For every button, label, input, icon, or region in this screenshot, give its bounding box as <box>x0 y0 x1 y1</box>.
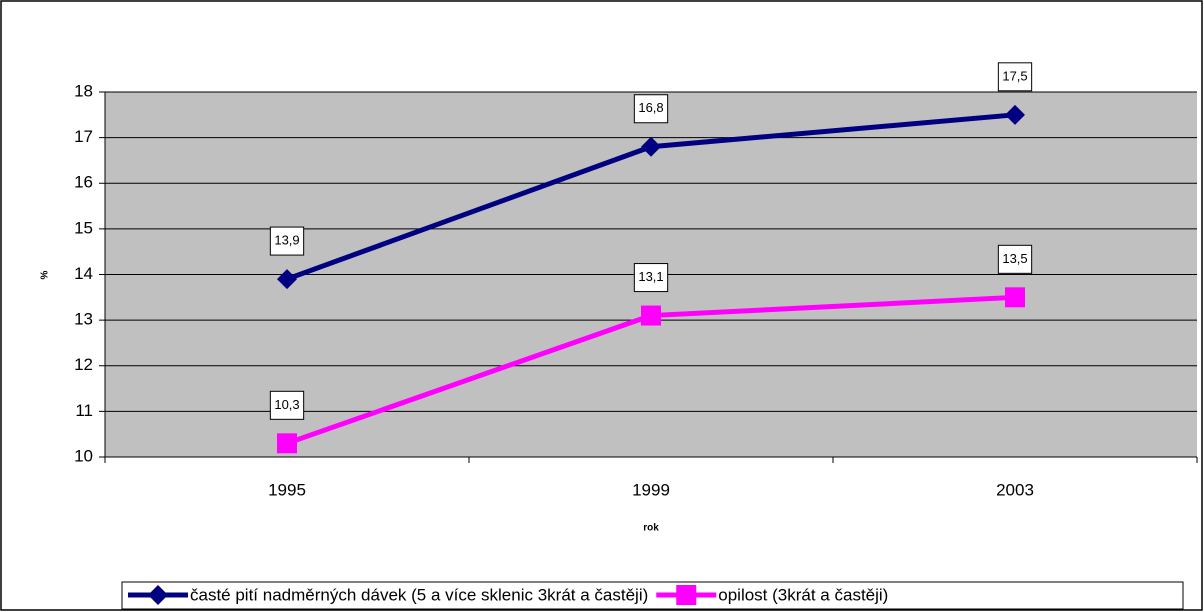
marker <box>1005 104 1025 125</box>
data-label-box <box>997 244 1033 274</box>
y-tick-label: 10 <box>74 446 93 465</box>
data-label-box <box>633 263 669 293</box>
marker <box>277 433 297 454</box>
data-label-box <box>633 94 669 124</box>
x-tick-label: 2003 <box>996 480 1034 499</box>
marker <box>676 585 697 605</box>
y-tick-label: 14 <box>74 264 93 283</box>
data-label-box <box>997 62 1033 92</box>
data-label: 17,5 <box>1002 68 1027 83</box>
y-tick-label: 12 <box>74 355 93 374</box>
y-tick-label: 13 <box>74 310 93 329</box>
y-tick-label: 18 <box>74 81 93 100</box>
data-label-box <box>269 226 305 256</box>
marker <box>641 305 661 326</box>
data-label: 13,1 <box>638 269 663 284</box>
legend-label: opilost (3krát a častěji) <box>718 585 888 604</box>
marker <box>1005 287 1025 308</box>
marker <box>641 136 661 157</box>
legend-label: časté pití nadměrných dávek (5 a více sk… <box>190 585 648 604</box>
y-tick-label: 17 <box>74 127 93 146</box>
x-axis-label: rok <box>643 523 659 534</box>
x-tick-label: 1999 <box>632 480 670 499</box>
x-tick-label: 1995 <box>268 480 306 499</box>
data-label: 16,8 <box>638 100 663 115</box>
y-tick-label: 16 <box>74 173 93 192</box>
data-label: 10,3 <box>274 397 299 412</box>
legend-box <box>121 581 1184 610</box>
data-label: 13,9 <box>274 233 299 248</box>
data-label-box <box>269 390 305 420</box>
data-label: 13,5 <box>1002 251 1027 266</box>
y-axis-label: % <box>40 270 51 279</box>
y-tick-label: 11 <box>75 401 93 420</box>
y-tick-label: 15 <box>74 218 93 237</box>
marker <box>277 269 297 290</box>
marker <box>148 585 168 605</box>
